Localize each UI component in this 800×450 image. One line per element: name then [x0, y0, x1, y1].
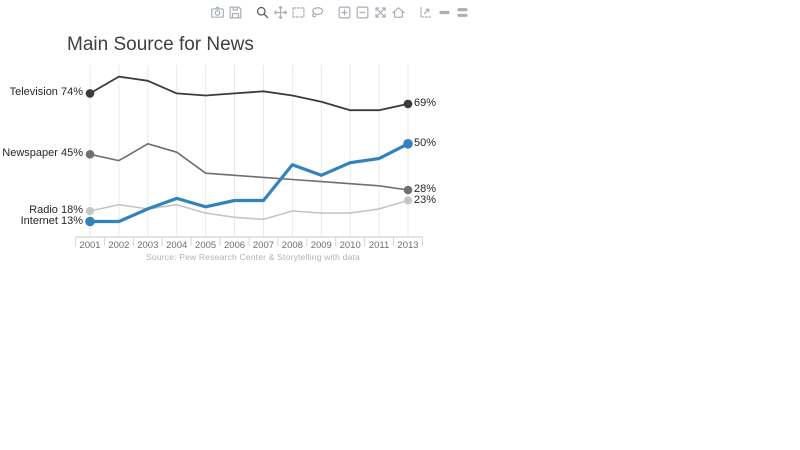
- x-tick-label-2005: 2005: [195, 240, 217, 251]
- x-tick-label-2001: 2001: [79, 240, 101, 251]
- radio-start-dot: [85, 206, 95, 216]
- end-value-label-television: 69%: [414, 96, 437, 109]
- line-television: [89, 75, 409, 112]
- zoom-icon[interactable]: [255, 5, 270, 20]
- autoscale-icon[interactable]: [373, 5, 388, 20]
- save-icon[interactable]: [228, 5, 243, 20]
- spikelines-icon[interactable]: [418, 5, 433, 20]
- plotly-modebar: [208, 5, 508, 20]
- modebar-group: [417, 5, 472, 20]
- end-value-label-internet: 50%: [414, 136, 437, 149]
- camera-icon[interactable]: [210, 5, 225, 20]
- series-label-radio: Radio 18%: [29, 204, 83, 216]
- chart-title: Main Source for News: [67, 34, 254, 55]
- x-tick-label-2003: 2003: [137, 240, 159, 251]
- line-newspaper: [89, 143, 409, 191]
- modebar-group: [253, 5, 326, 20]
- source-note: Source: Pew Research Center & Storytelli…: [145, 252, 361, 262]
- line-internet: [90, 142, 409, 224]
- modebar-group: [335, 5, 408, 20]
- end-value-label-radio: 23%: [414, 193, 437, 206]
- television-end-dot: [403, 99, 413, 109]
- series-label-newspaper: Newspaper 45%: [2, 147, 83, 160]
- radio-end-dot: [403, 196, 413, 205]
- internet-start-dot: [85, 216, 95, 227]
- x-tick-label-2006: 2006: [223, 240, 246, 251]
- series-label-internet: Internet 13%: [20, 214, 83, 227]
- line-radio: [89, 199, 409, 221]
- zoom-in-icon[interactable]: [337, 5, 352, 20]
- x-tick-label-2009: 2009: [310, 240, 332, 251]
- end-value-label-newspaper: 28%: [414, 183, 437, 195]
- reset-axes-icon[interactable]: [391, 5, 406, 20]
- television-start-dot: [85, 89, 95, 98]
- newspaper-end-dot: [403, 185, 413, 195]
- x-tick-label-2004: 2004: [166, 240, 188, 251]
- series-label-television: Television 74%: [9, 86, 83, 99]
- hover-closest-icon[interactable]: [437, 5, 452, 20]
- x-tick-label-2010: 2010: [339, 240, 361, 251]
- x-tick-label-2011: 2011: [368, 240, 390, 251]
- newspaper-start-dot: [85, 150, 95, 159]
- x-tick-label-2013: 2013: [397, 240, 419, 251]
- pan-icon[interactable]: [273, 5, 288, 20]
- modebar-group: [208, 5, 244, 20]
- box-select-icon[interactable]: [291, 5, 306, 20]
- hover-compare-icon[interactable]: [455, 5, 470, 20]
- zoom-out-icon[interactable]: [355, 5, 370, 20]
- x-tick-label-2002: 2002: [108, 240, 130, 251]
- internet-end-dot: [403, 139, 413, 149]
- lasso-select-icon[interactable]: [310, 5, 325, 20]
- x-tick-label-2007: 2007: [252, 240, 275, 251]
- x-tick-label-2008: 2008: [281, 240, 303, 251]
